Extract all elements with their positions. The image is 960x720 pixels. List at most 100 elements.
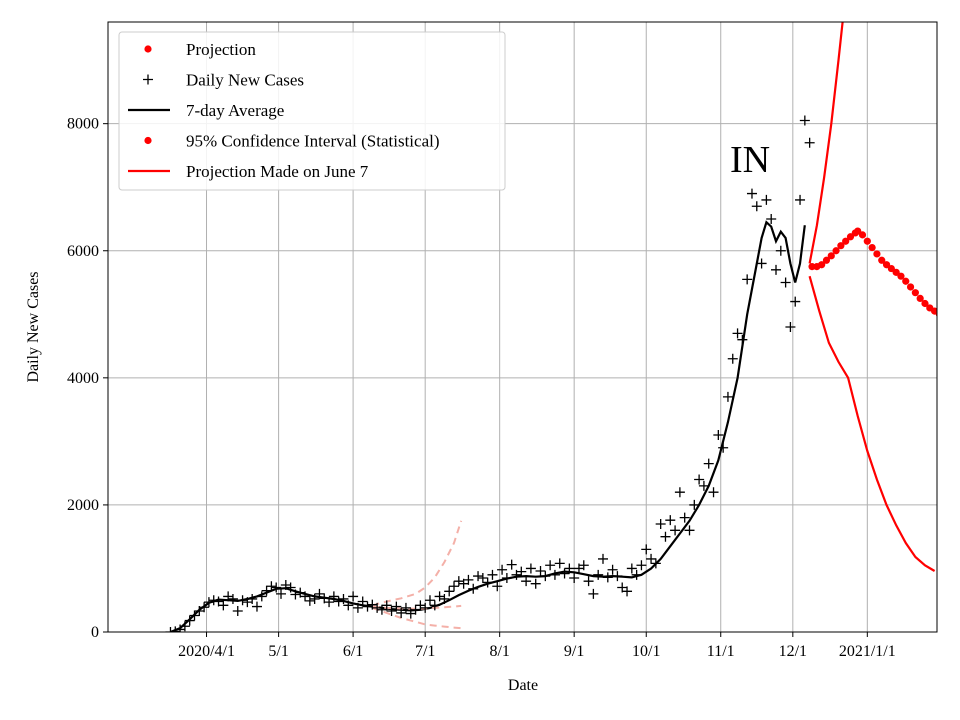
case-point [328,591,339,602]
legend-item: 95% Confidence Interval (Statistical) [144,132,440,151]
y-tick-label: 4000 [67,370,99,387]
case-point [521,576,532,587]
case-point [256,591,267,602]
case-point [280,579,291,590]
region-label: IN [730,139,770,181]
case-point [300,591,311,602]
x-tick-label: 9/1 [564,643,584,660]
case-point [756,258,767,269]
case-point [799,115,810,126]
case-point [771,264,782,275]
case-point [276,588,287,599]
case-point [708,487,719,498]
case-point [689,499,700,510]
case-point [271,582,282,593]
axes-frame [107,21,938,633]
case-point [775,245,786,256]
case-point [497,564,508,575]
projection-point [902,277,910,285]
y-tick-label: 6000 [67,243,99,260]
case-point [545,560,556,571]
case-point [670,525,681,536]
legend-item: 7-day Average [128,101,284,120]
x-tick-label: 11/1 [707,643,735,660]
case-point [381,600,392,611]
series-daily-new-cases [165,115,815,632]
case-point [622,586,633,597]
x-tick-label: 5/1 [268,643,288,660]
case-point [247,593,258,604]
legend-item: Projection Made on June 7 [128,162,369,181]
case-point [742,274,753,285]
case-point [492,581,503,592]
projection-point [818,261,826,269]
case-point [684,525,695,536]
case-point [516,566,527,577]
case-point [804,137,815,148]
axis-ticks: 2020/4/1 5/1 6/1 7/1 8/1 9/1 10/1 11/1 12/1 2021/… [67,116,896,660]
case-point [506,559,517,570]
projection-point [854,227,862,235]
case-point [463,574,474,585]
series-projection-made-on-june-7 [808,22,844,264]
case-point [540,571,551,582]
case-point [309,593,320,604]
series-projection [808,227,937,317]
projection-point [906,283,915,291]
case-point [362,601,373,612]
case-point [372,602,383,613]
case-point [593,569,604,580]
case-point [232,606,243,617]
projection-point [897,272,905,280]
projection-point [837,242,845,250]
case-point [698,480,709,491]
case-point [650,558,661,569]
case-point [612,571,623,582]
legend-marker-dot [144,136,152,145]
case-point [434,591,445,602]
y-tick-label: 2000 [67,497,99,514]
case-point [780,277,791,288]
x-tick-label: 10/1 [632,643,660,660]
case-point [703,458,714,469]
case-point [569,572,580,583]
projection-point [911,289,919,297]
case-point [751,201,762,212]
case-point [473,571,484,582]
legend-label: Projection Made on June 7 [186,162,369,181]
case-point [348,591,359,602]
case-point [588,588,599,599]
case-point [237,595,248,606]
series-line [372,520,463,607]
case-point [549,569,560,580]
case-point [429,600,440,611]
case-point [165,627,176,632]
projection-point [916,294,924,303]
projection-point [887,264,895,273]
y-axis-label: Daily New Cases [25,271,42,382]
case-point [646,553,657,564]
case-point [415,600,426,611]
case-point [391,601,402,612]
case-point [420,602,431,613]
case-point [199,602,210,613]
case-point [324,597,335,608]
projection-point [868,243,876,252]
legend: Projection Daily New Cases 7-day Average 95… [118,31,506,191]
projection-point [863,237,871,245]
projection-point [892,268,900,276]
projection-point [873,250,881,258]
case-point [674,487,685,498]
case-point [636,560,647,571]
case-point [525,563,536,574]
case-point [631,569,642,580]
case-point [223,591,234,602]
x-tick-label: 6/1 [343,643,363,660]
plot-area [165,22,937,632]
case-point [179,621,190,632]
case-point [400,602,411,613]
case-point [530,578,541,589]
case-point [261,585,272,596]
case-point [732,328,743,339]
x-tick-label: 7/1 [415,643,435,660]
